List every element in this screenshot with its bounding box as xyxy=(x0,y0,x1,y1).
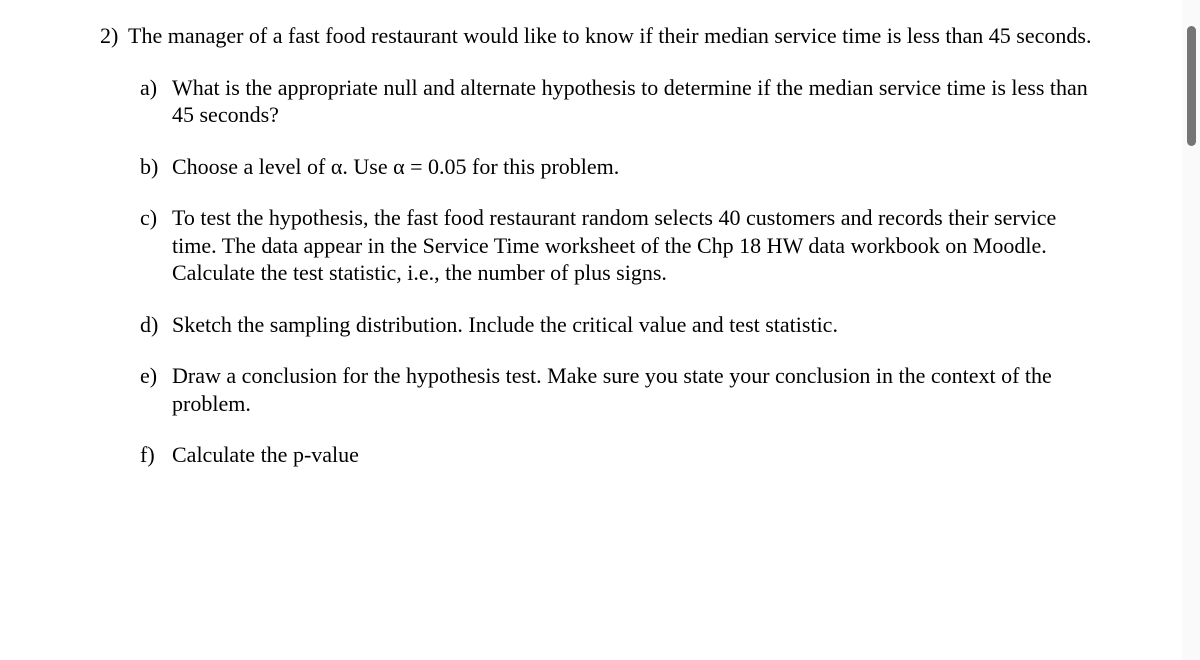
sub-question-list: a) What is the appropriate null and alte… xyxy=(100,74,1100,469)
sub-item-e: e) Draw a conclusion for the hypothesis … xyxy=(140,362,1100,417)
sub-item-f: f) Calculate the p-value xyxy=(140,441,1100,469)
document-content: 2) The manager of a fast food restaurant… xyxy=(0,0,1200,469)
sub-text-e: Draw a conclusion for the hypothesis tes… xyxy=(172,362,1100,417)
scrollbar-thumb[interactable] xyxy=(1187,26,1196,146)
sub-text-b: Choose a level of α. Use α = 0.05 for th… xyxy=(172,153,1100,181)
question-number: 2) xyxy=(100,22,128,50)
sub-label-d: d) xyxy=(140,311,172,339)
sub-label-e: e) xyxy=(140,362,172,417)
sub-item-b: b) Choose a level of α. Use α = 0.05 for… xyxy=(140,153,1100,181)
sub-item-d: d) Sketch the sampling distribution. Inc… xyxy=(140,311,1100,339)
sub-text-c: To test the hypothesis, the fast food re… xyxy=(172,204,1100,287)
sub-text-d: Sketch the sampling distribution. Includ… xyxy=(172,311,1100,339)
sub-label-f: f) xyxy=(140,441,172,469)
sub-text-a: What is the appropriate null and alterna… xyxy=(172,74,1100,129)
sub-label-b: b) xyxy=(140,153,172,181)
sub-label-a: a) xyxy=(140,74,172,129)
scrollbar-track[interactable] xyxy=(1182,0,1200,660)
sub-item-c: c) To test the hypothesis, the fast food… xyxy=(140,204,1100,287)
sub-label-c: c) xyxy=(140,204,172,287)
sub-item-a: a) What is the appropriate null and alte… xyxy=(140,74,1100,129)
question-main: 2) The manager of a fast food restaurant… xyxy=(100,22,1100,50)
sub-text-f: Calculate the p-value xyxy=(172,441,1100,469)
question-text: The manager of a fast food restaurant wo… xyxy=(128,22,1100,50)
